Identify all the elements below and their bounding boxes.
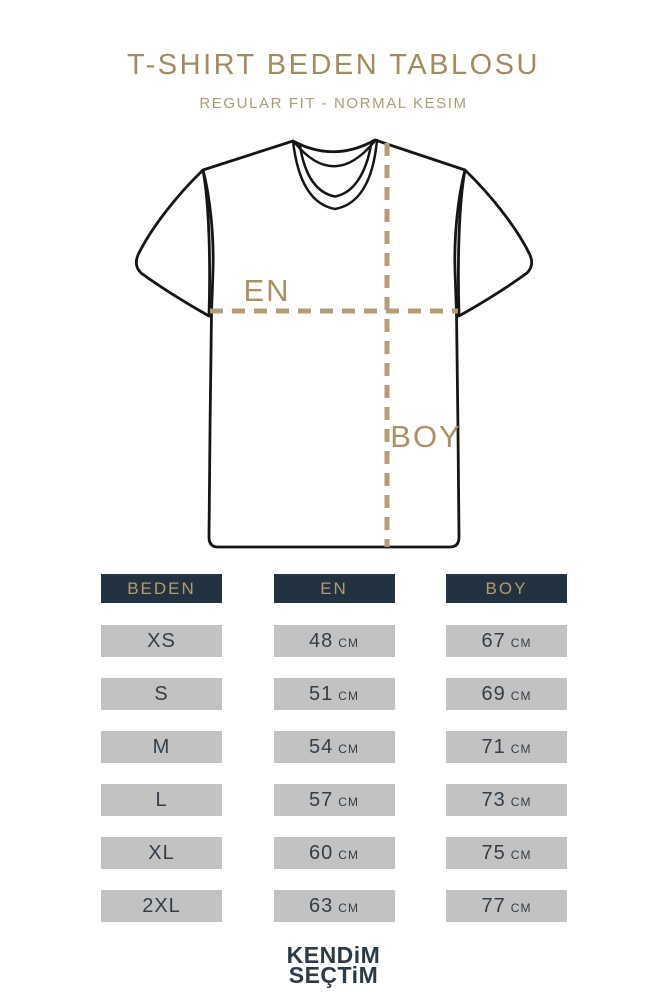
brand-logo: KENDiM SEÇTiM xyxy=(0,942,667,988)
tshirt-collar-outer xyxy=(291,138,379,211)
tshirt-diagram: EN BOY xyxy=(134,138,534,549)
unit-label: CM xyxy=(338,847,359,862)
tshirt-left-sleeve xyxy=(134,168,212,318)
brand-logo-line1: KENDiM xyxy=(286,942,381,968)
table-row: L 57 CM 73 CM xyxy=(101,784,567,816)
width-value: 54 xyxy=(309,735,334,758)
size-cell: L xyxy=(101,784,222,816)
unit-label: CM xyxy=(510,847,532,862)
unit-label: CM xyxy=(510,900,532,915)
brand-logo-line2: SEÇTiM xyxy=(288,961,379,988)
page-title: T-SHIRT BEDEN TABLOSU xyxy=(127,49,540,81)
tshirt-collar-back xyxy=(293,140,376,168)
size-cell: S xyxy=(101,678,222,710)
width-value-cell: 57 CM xyxy=(273,784,395,816)
unit-label: CM xyxy=(510,688,532,703)
width-value: 63 xyxy=(309,894,334,917)
unit-label: CM xyxy=(510,794,532,809)
unit-label: CM xyxy=(338,635,359,650)
length-value: 75 xyxy=(481,841,506,864)
table-row: M 54 CM 71 CM xyxy=(101,731,567,763)
width-value: 51 xyxy=(309,682,334,705)
length-value: 69 xyxy=(481,682,506,705)
header-cell-en: EN xyxy=(273,574,395,603)
length-value-cell: 71 CM xyxy=(446,731,567,763)
tshirt-body xyxy=(201,138,467,549)
length-value-cell: 75 CM xyxy=(446,837,567,869)
header-cell-boy: BOY xyxy=(446,574,567,603)
length-value-cell: 77 CM xyxy=(446,890,567,922)
length-value: 67 xyxy=(481,629,506,652)
page-subtitle: REGULAR FIT - NORMAL KESIM xyxy=(199,95,468,112)
size-cell: M xyxy=(101,731,222,763)
tshirt-right-sleeve xyxy=(456,168,534,318)
width-measure-label: EN xyxy=(243,273,290,308)
size-cell: XS xyxy=(101,625,222,657)
unit-label: CM xyxy=(338,900,359,915)
size-cell: XL xyxy=(101,837,222,869)
length-value: 77 xyxy=(481,894,506,917)
size-table: BEDEN EN BOY XS 48 CM 67 CM S 51 CM 69 CM M … xyxy=(101,574,567,943)
width-value-cell: 51 CM xyxy=(273,678,395,710)
table-row: XL 60 CM 75 CM xyxy=(101,837,567,869)
table-header-row: BEDEN EN BOY xyxy=(101,574,567,603)
length-value-cell: 67 CM xyxy=(446,625,567,657)
size-cell: 2XL xyxy=(101,890,222,922)
unit-label: CM xyxy=(338,688,359,703)
length-value-cell: 73 CM xyxy=(446,784,567,816)
length-measure-label: BOY xyxy=(390,419,461,454)
width-value-cell: 63 CM xyxy=(273,890,395,922)
tshirt-collar-inner xyxy=(298,143,373,198)
width-value-cell: 48 CM xyxy=(273,625,395,657)
table-row: 2XL 63 CM 77 CM xyxy=(101,890,567,922)
header-cell-beden: BEDEN xyxy=(101,574,222,603)
unit-label: CM xyxy=(338,741,359,756)
width-value: 57 xyxy=(309,788,334,811)
unit-label: CM xyxy=(338,794,359,809)
length-value: 71 xyxy=(481,735,506,758)
length-value: 73 xyxy=(481,788,506,811)
width-value-cell: 54 CM xyxy=(273,731,395,763)
table-row: S 51 CM 69 CM xyxy=(101,678,567,710)
unit-label: CM xyxy=(510,741,532,756)
width-value: 60 xyxy=(309,841,334,864)
width-value: 48 xyxy=(309,629,334,652)
length-value-cell: 69 CM xyxy=(446,678,567,710)
unit-label: CM xyxy=(510,635,532,650)
width-value-cell: 60 CM xyxy=(273,837,395,869)
table-row: XS 48 CM 67 CM xyxy=(101,625,567,657)
